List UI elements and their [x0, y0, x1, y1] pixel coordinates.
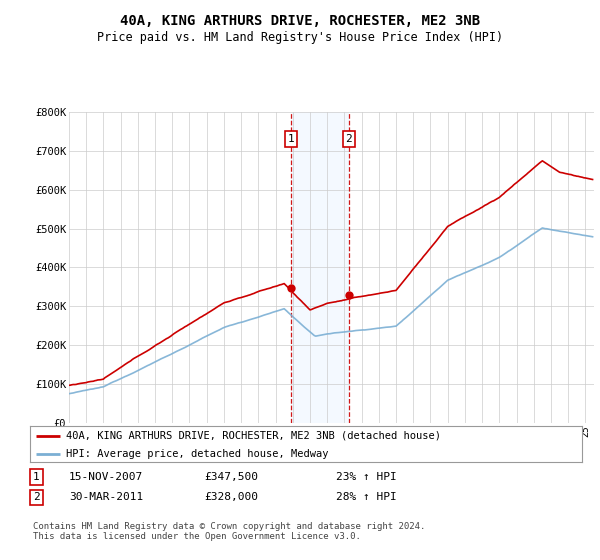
Text: £347,500: £347,500: [204, 472, 258, 482]
Text: 1: 1: [287, 134, 294, 144]
Text: 2: 2: [33, 492, 40, 502]
Text: 15-NOV-2007: 15-NOV-2007: [69, 472, 143, 482]
Text: Contains HM Land Registry data © Crown copyright and database right 2024.
This d: Contains HM Land Registry data © Crown c…: [33, 522, 425, 542]
Text: 2: 2: [346, 134, 352, 144]
Text: £328,000: £328,000: [204, 492, 258, 502]
Text: 23% ↑ HPI: 23% ↑ HPI: [336, 472, 397, 482]
Text: 40A, KING ARTHURS DRIVE, ROCHESTER, ME2 3NB (detached house): 40A, KING ARTHURS DRIVE, ROCHESTER, ME2 …: [66, 431, 441, 441]
Text: 40A, KING ARTHURS DRIVE, ROCHESTER, ME2 3NB: 40A, KING ARTHURS DRIVE, ROCHESTER, ME2 …: [120, 14, 480, 28]
Text: 1: 1: [33, 472, 40, 482]
Text: HPI: Average price, detached house, Medway: HPI: Average price, detached house, Medw…: [66, 449, 328, 459]
Text: Price paid vs. HM Land Registry's House Price Index (HPI): Price paid vs. HM Land Registry's House …: [97, 31, 503, 44]
Text: 30-MAR-2011: 30-MAR-2011: [69, 492, 143, 502]
Text: 28% ↑ HPI: 28% ↑ HPI: [336, 492, 397, 502]
Bar: [291, 112, 349, 423]
